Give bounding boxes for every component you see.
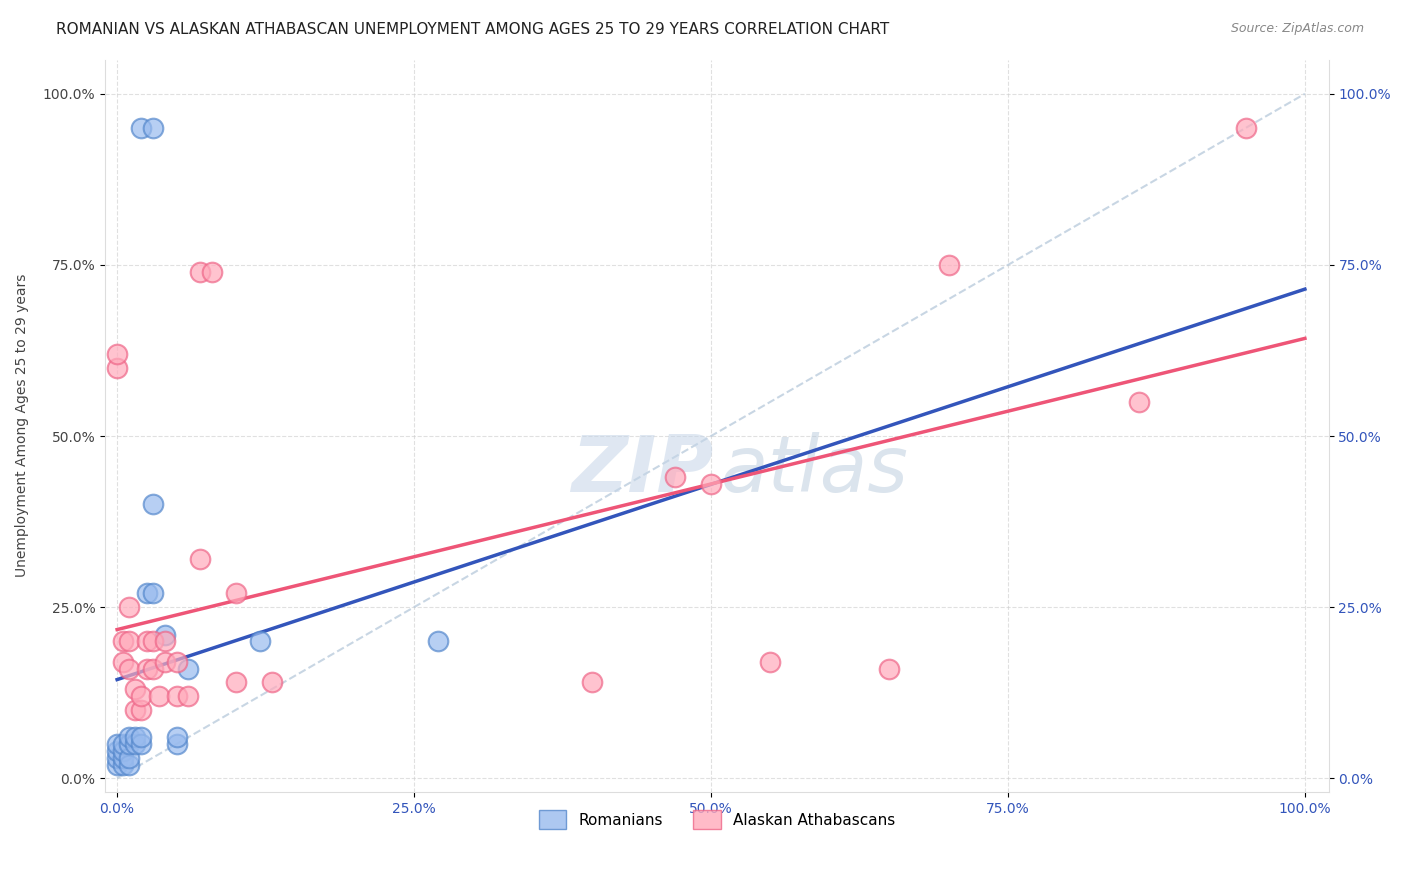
Point [129, 121, 152, 136]
Point [142, 586, 165, 600]
Text: ZIP: ZIP [571, 432, 713, 508]
Point [260, 675, 283, 690]
Point [664, 470, 686, 484]
Point [201, 265, 224, 279]
Point [166, 655, 188, 669]
Point [112, 750, 135, 764]
Point [177, 689, 200, 703]
Point [118, 662, 141, 676]
Point [129, 737, 152, 751]
Point [105, 737, 128, 751]
Point [142, 498, 165, 512]
Point [153, 634, 176, 648]
Point [112, 655, 135, 669]
Point [105, 750, 128, 764]
Point [166, 689, 188, 703]
Point [249, 634, 271, 648]
Point [118, 634, 141, 648]
Point [177, 662, 200, 676]
Point [118, 600, 141, 615]
Point [225, 586, 247, 600]
Point [225, 675, 247, 690]
Point [142, 634, 165, 648]
Point [581, 675, 603, 690]
Point [129, 730, 152, 744]
Point [124, 730, 146, 744]
Point [142, 662, 165, 676]
Point [124, 737, 146, 751]
Point [938, 258, 960, 272]
Point [129, 689, 152, 703]
Point [118, 737, 141, 751]
Point [118, 757, 141, 772]
Point [118, 750, 141, 764]
Point [112, 744, 135, 758]
Point [124, 703, 146, 717]
Text: Source: ZipAtlas.com: Source: ZipAtlas.com [1230, 22, 1364, 36]
Point [135, 586, 157, 600]
Point [112, 737, 135, 751]
Legend: Romanians, Alaskan Athabascans: Romanians, Alaskan Athabascans [533, 804, 901, 836]
Point [700, 477, 723, 491]
Point [105, 744, 128, 758]
Text: ROMANIAN VS ALASKAN ATHABASCAN UNEMPLOYMENT AMONG AGES 25 TO 29 YEARS CORRELATIO: ROMANIAN VS ALASKAN ATHABASCAN UNEMPLOYM… [56, 22, 890, 37]
Point [105, 360, 128, 375]
Point [188, 265, 211, 279]
Point [118, 730, 141, 744]
Point [129, 703, 152, 717]
Point [166, 730, 188, 744]
Text: atlas: atlas [721, 432, 908, 508]
Point [148, 689, 170, 703]
Point [105, 347, 128, 361]
Point [124, 682, 146, 697]
Point [153, 627, 176, 641]
Point [188, 552, 211, 566]
Point [426, 634, 449, 648]
Point [142, 121, 165, 136]
Point [759, 655, 782, 669]
Point [153, 655, 176, 669]
Point [1128, 394, 1150, 409]
Point [877, 662, 900, 676]
Point [112, 757, 135, 772]
Point [112, 634, 135, 648]
Y-axis label: Unemployment Among Ages 25 to 29 years: Unemployment Among Ages 25 to 29 years [15, 274, 30, 577]
Point [166, 737, 188, 751]
Point [105, 757, 128, 772]
Point [135, 662, 157, 676]
Point [1234, 121, 1257, 136]
Point [135, 634, 157, 648]
